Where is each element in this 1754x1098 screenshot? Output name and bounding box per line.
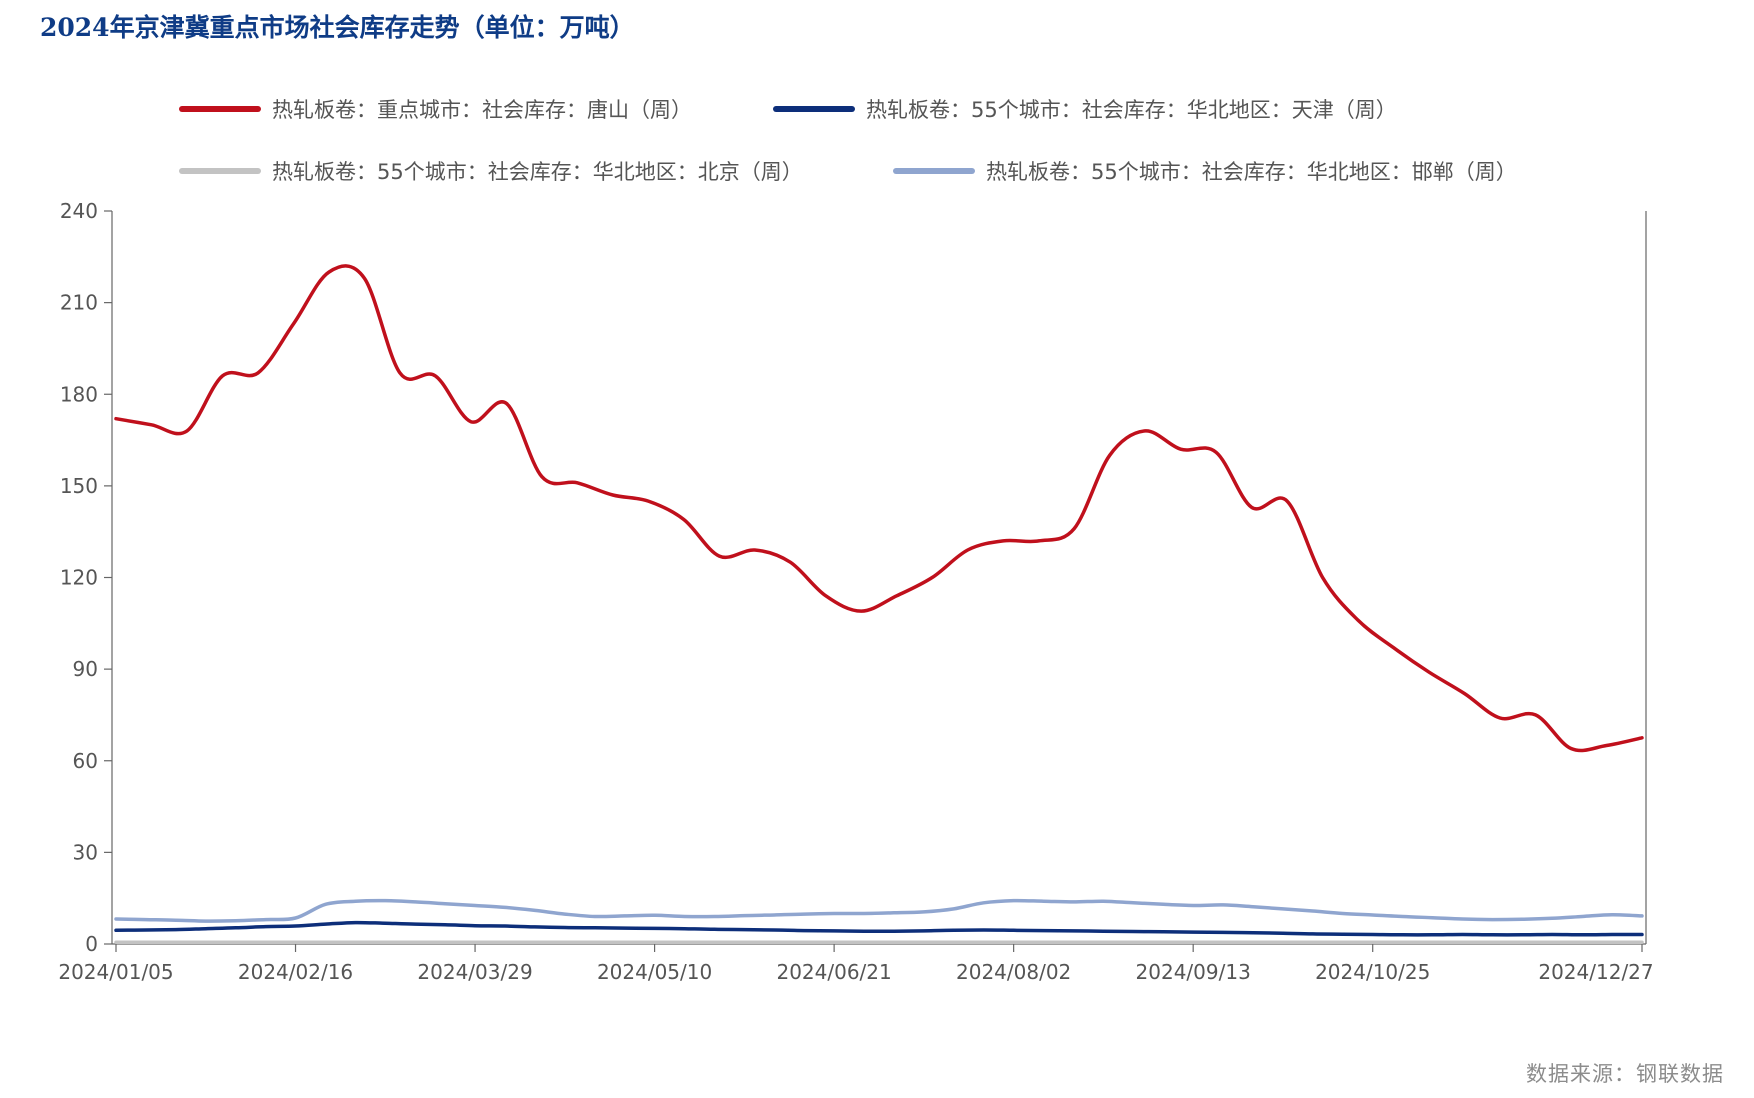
y-tick-label: 240 <box>60 199 98 223</box>
x-tick-label: 2024/08/02 <box>956 960 1071 984</box>
x-tick-label: 2024/09/13 <box>1136 960 1251 984</box>
y-tick-label: 30 <box>73 840 98 864</box>
series-line-handan <box>114 898 1644 923</box>
legend-label: 热轧板卷：55个城市：社会库存：华北地区：天津（周） <box>866 98 1397 122</box>
legend: 热轧板卷：重点城市：社会库存：唐山（周） 热轧板卷：55个城市：社会库存：华北地区… <box>179 98 1517 184</box>
legend-item-beijing[interactable]: 热轧板卷：55个城市：社会库存：华北地区：北京（周） <box>179 160 803 184</box>
series-lines <box>114 264 1644 944</box>
y-tick-label: 0 <box>85 932 98 956</box>
x-tick-label: 2024/10/25 <box>1315 960 1430 984</box>
x-tick-label: 2024/02/16 <box>238 960 353 984</box>
x-tick-label: 2024/03/29 <box>417 960 532 984</box>
x-tick-label: 2024/05/10 <box>597 960 712 984</box>
x-tick-label: 2024/12/27 <box>1538 960 1653 984</box>
axes <box>111 211 1647 945</box>
y-tick-label: 150 <box>60 474 98 498</box>
series-line-tianjin <box>114 920 1644 937</box>
y-tick-label: 60 <box>73 749 98 773</box>
y-tick-label: 90 <box>73 657 98 681</box>
y-tick-label: 210 <box>60 291 98 315</box>
x-tick-label: 2024/01/05 <box>58 960 173 984</box>
legend-item-handan[interactable]: 热轧板卷：55个城市：社会库存：华北地区：邯郸（周） <box>893 160 1517 184</box>
chart-title: 2024年京津冀重点市场社会库存走势（单位：万吨） <box>40 13 635 42</box>
x-tick-label: 2024/06/21 <box>776 960 891 984</box>
y-tick-label: 120 <box>60 566 98 590</box>
legend-label: 热轧板卷：55个城市：社会库存：华北地区：北京（周） <box>272 160 803 184</box>
y-tick-label: 180 <box>60 382 98 406</box>
x-ticks: 2024/01/05 2024/02/16 2024/03/29 2024/05/10… <box>58 944 1654 984</box>
legend-label: 热轧板卷：55个城市：社会库存：华北地区：邯郸（周） <box>986 160 1517 184</box>
legend-item-tianjin[interactable]: 热轧板卷：55个城市：社会库存：华北地区：天津（周） <box>773 98 1397 122</box>
legend-item-tangshan[interactable]: 热轧板卷：重点城市：社会库存：唐山（周） <box>179 98 692 122</box>
series-line-tangshan <box>114 264 1644 753</box>
data-source: 数据来源：钢联数据 <box>1526 1062 1724 1086</box>
y-ticks: 0 30 60 90 120 150 180 210 240 <box>60 199 112 956</box>
legend-label: 热轧板卷：重点城市：社会库存：唐山（周） <box>272 98 692 122</box>
